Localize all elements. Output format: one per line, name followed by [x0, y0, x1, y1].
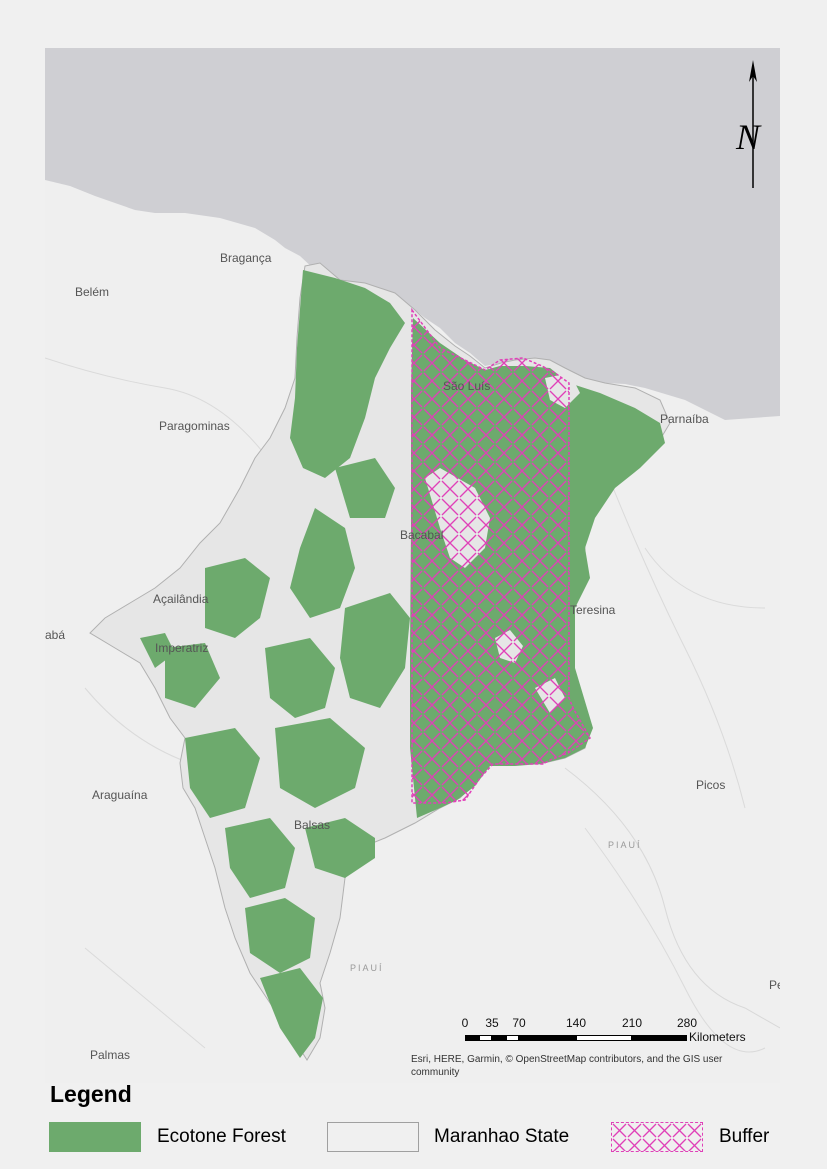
city-palmas: Palmas: [90, 1048, 131, 1062]
piaui-border: [564, 767, 780, 1029]
scale-tick-35: 35: [485, 1016, 499, 1030]
city-maraba-partial: abá: [45, 628, 66, 642]
scale-segment: [492, 1035, 506, 1041]
city-pe-partial: Pe: [769, 978, 780, 992]
scale-unit: Kilometers: [689, 1030, 746, 1044]
city-balsas: Balsas: [294, 818, 331, 832]
scale-tick-210: 210: [621, 1016, 643, 1030]
north-arrow: N: [731, 60, 771, 190]
scale-segment: [632, 1035, 687, 1041]
map-canvas: [45, 48, 780, 1061]
scale-bar: 0 35 70 140 210 280 Kilometers: [460, 1016, 780, 1050]
north-arrow-label: N: [736, 117, 761, 157]
map-frame[interactable]: Bragança Belém Paragominas São Luís Parn…: [45, 48, 780, 1083]
buffer-hatch-icon: [612, 1123, 702, 1151]
city-picos: Picos: [696, 778, 726, 792]
scale-tick-0: 0: [461, 1016, 469, 1030]
state-label-piaui-2: PIAUÍ: [350, 963, 384, 973]
buffer-outline: [411, 307, 591, 804]
legend-swatch-ecotone-forest: [49, 1122, 141, 1152]
city-acailandia: Açailândia: [153, 592, 209, 606]
legend: Legend Ecotone Forest Maranhao State Buf…: [0, 1076, 827, 1169]
north-arrow-icon: [749, 60, 757, 188]
city-teresina: Teresina: [570, 603, 616, 617]
city-araguaina: Araguaína: [92, 788, 148, 802]
city-paragominas: Paragominas: [159, 419, 230, 433]
legend-swatch-buffer: [611, 1122, 703, 1152]
city-parnaiba: Parnaíba: [660, 412, 709, 426]
map-attribution: Esri, HERE, Garmin, © OpenStreetMap cont…: [411, 1054, 723, 1078]
legend-label-maranhao-state: Maranhao State: [434, 1126, 570, 1147]
scale-tick-280: 280: [676, 1016, 698, 1030]
buffer-area: [412, 310, 590, 803]
scale-segment: [576, 1035, 632, 1041]
city-braganca: Bragança: [220, 251, 272, 265]
legend-label-ecotone-forest: Ecotone Forest: [157, 1126, 286, 1147]
city-imperatriz: Imperatriz: [155, 641, 209, 655]
legend-swatch-maranhao-state: [327, 1122, 419, 1152]
legend-label-buffer: Buffer: [719, 1126, 770, 1147]
ocean: [45, 48, 780, 420]
city-bacabal: Bacabal: [400, 528, 444, 542]
scale-segment: [506, 1035, 519, 1041]
scale-segment: [479, 1035, 492, 1041]
scale-segment: [465, 1035, 479, 1041]
scale-tick-140: 140: [565, 1016, 587, 1030]
scale-segment: [519, 1035, 576, 1041]
city-sao-luis: São Luís: [443, 379, 491, 393]
state-label-piaui: PIAUÍ: [608, 840, 642, 850]
city-belem: Belém: [75, 285, 110, 299]
scale-tick-70: 70: [512, 1016, 526, 1030]
legend-title: Legend: [50, 1081, 132, 1107]
